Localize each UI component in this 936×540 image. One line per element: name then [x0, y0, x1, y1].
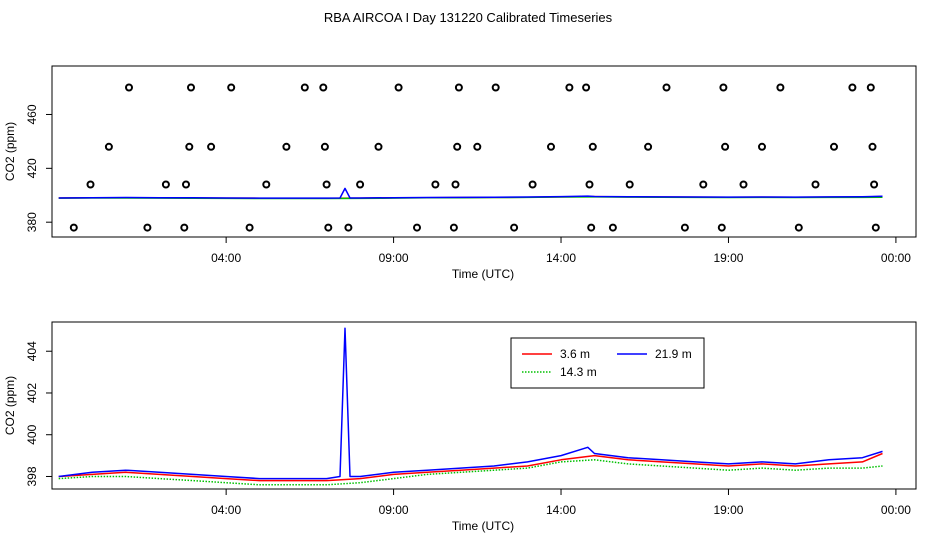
top-panel: 04:00 09:00 14:00 19:00 00:00 380 420 460 Time (… — [3, 65, 917, 281]
y-tick-label: 400 — [25, 424, 39, 444]
legend: 3.6 m 21.9 m 14.3 m — [510, 337, 705, 389]
y-tick-label: 402 — [25, 383, 39, 403]
data-point — [356, 180, 365, 189]
data-point — [187, 83, 195, 92]
data-point — [374, 142, 383, 151]
data-point — [547, 142, 555, 151]
y-tick-label: 460 — [25, 104, 39, 124]
x-tick-label: 04:00 — [211, 251, 241, 265]
data-point — [69, 223, 78, 232]
data-point — [699, 180, 708, 189]
data-point — [588, 142, 597, 151]
bottom-panel: 04:00 09:00 14:00 19:00 00:00 398 400 402 404 Tim… — [3, 321, 917, 533]
data-point — [262, 180, 271, 189]
data-point — [454, 83, 463, 92]
data-point — [587, 223, 596, 232]
data-point — [608, 223, 617, 232]
data-point — [324, 223, 333, 232]
plot-frame — [51, 321, 917, 490]
data-point — [104, 142, 113, 151]
data-point — [739, 180, 748, 189]
y-tick-label: 398 — [25, 466, 39, 486]
data-point — [451, 180, 460, 189]
data-point — [125, 83, 133, 92]
data-point — [758, 142, 766, 151]
data-point — [680, 223, 689, 232]
data-point — [344, 223, 353, 232]
data-point — [227, 83, 236, 92]
y-tick-label: 380 — [25, 212, 39, 232]
series-line — [58, 459, 883, 486]
y-tick-label: 420 — [25, 158, 39, 178]
data-point — [86, 180, 95, 189]
x-tick-label: 04:00 — [211, 503, 241, 517]
x-tick-label: 19:00 — [713, 503, 743, 517]
series-line — [58, 452, 883, 482]
data-point — [453, 142, 462, 151]
data-point — [721, 142, 730, 151]
x-tick-label: 14:00 — [546, 503, 576, 517]
legend-box — [510, 337, 705, 389]
data-point — [811, 180, 820, 189]
data-point — [870, 180, 879, 189]
data-point — [871, 223, 880, 232]
y-axis-label: CO2 (ppm) — [3, 122, 17, 181]
x-tick-label: 09:00 — [379, 251, 409, 265]
x-axis-label: Time (UTC) — [452, 267, 514, 281]
data-point — [449, 223, 458, 232]
data-point — [320, 142, 329, 151]
data-point — [625, 180, 634, 189]
data-point — [565, 83, 574, 92]
x-tick-label: 19:00 — [713, 251, 743, 265]
data-point — [245, 223, 254, 232]
data-point — [830, 142, 838, 151]
data-point — [776, 83, 785, 92]
data-point — [662, 83, 671, 92]
data-point — [431, 180, 440, 189]
series-line — [58, 327, 883, 480]
x-tick-label: 14:00 — [546, 251, 576, 265]
data-point — [473, 142, 482, 151]
x-axis-label: Time (UTC) — [452, 519, 514, 533]
data-point — [848, 83, 857, 92]
data-point — [491, 83, 500, 92]
data-point — [528, 180, 537, 189]
data-point — [717, 223, 726, 232]
x-tick-label: 00:00 — [881, 251, 911, 265]
data-point — [413, 223, 421, 232]
data-point — [143, 223, 152, 232]
data-point — [185, 142, 194, 151]
data-point — [866, 83, 875, 92]
data-point — [322, 180, 331, 189]
data-point — [868, 142, 877, 151]
legend-label: 14.3 m — [560, 365, 597, 379]
data-point — [180, 223, 189, 232]
data-point — [394, 83, 403, 92]
data-point — [300, 83, 309, 92]
plot-frame — [51, 65, 917, 238]
data-point — [510, 223, 519, 232]
data-point — [719, 83, 728, 92]
data-point — [161, 180, 170, 189]
x-tick-label: 09:00 — [379, 503, 409, 517]
data-point — [319, 83, 328, 92]
legend-label: 3.6 m — [560, 347, 590, 361]
data-point — [794, 223, 803, 232]
data-point — [207, 142, 216, 151]
data-point — [282, 142, 291, 151]
page-title: RBA AIRCOA I Day 131220 Calibrated Times… — [323, 10, 613, 25]
y-axis-label: CO2 (ppm) — [3, 376, 17, 435]
x-tick-label: 00:00 — [881, 503, 911, 517]
data-point — [644, 142, 653, 151]
y-tick-label: 404 — [25, 341, 39, 361]
data-point — [582, 83, 591, 92]
data-point — [182, 180, 190, 189]
data-point — [585, 180, 594, 189]
top-series-line — [58, 187, 883, 199]
legend-label: 21.9 m — [655, 347, 692, 361]
